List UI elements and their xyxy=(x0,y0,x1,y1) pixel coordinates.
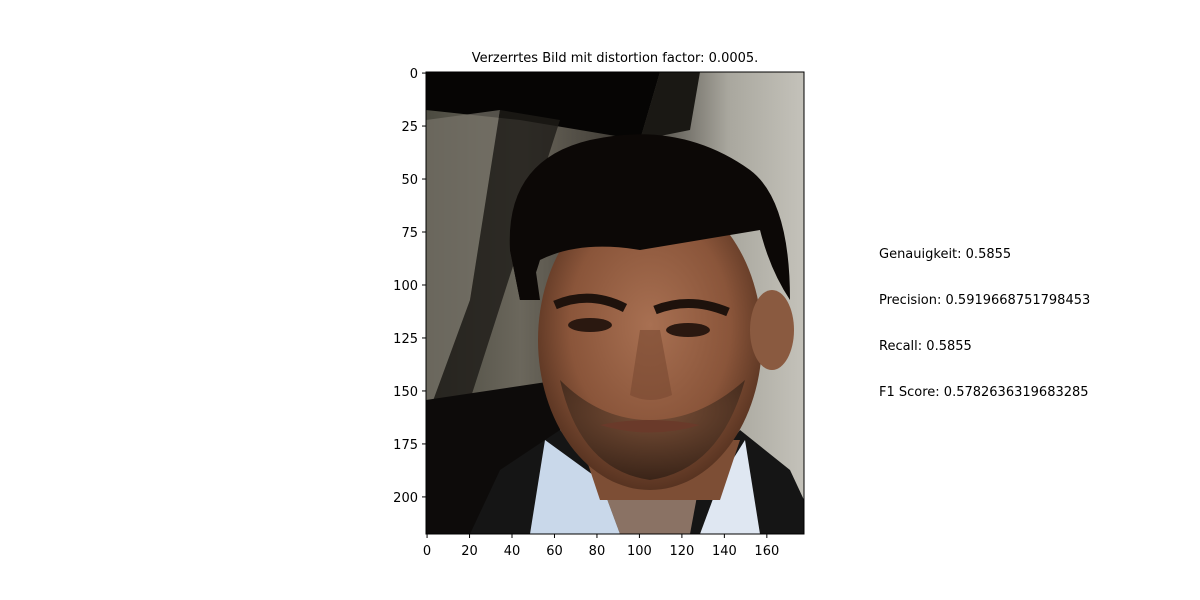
y-tick-label: 75 xyxy=(401,226,418,241)
y-tick-label: 50 xyxy=(401,173,418,188)
x-tick-label: 0 xyxy=(423,544,431,559)
y-tick-label: 25 xyxy=(401,120,418,135)
y-tick-label: 0 xyxy=(410,67,418,82)
axes-frame xyxy=(425,71,805,535)
x-axis-ticks: 0 20 40 60 80 100 120 140 160 xyxy=(423,534,779,559)
x-tick-label: 60 xyxy=(546,544,563,559)
y-tick-label: 200 xyxy=(393,491,418,506)
plot-title: Verzerrtes Bild mit distortion factor: 0… xyxy=(471,51,759,66)
x-tick-label: 120 xyxy=(669,544,694,559)
f1-score-metric: F1 Score: 0.5782636319683285 xyxy=(879,385,1089,400)
x-tick-label: 80 xyxy=(589,544,606,559)
portrait-image xyxy=(426,72,804,534)
x-tick-label: 160 xyxy=(754,544,779,559)
y-tick-label: 125 xyxy=(393,332,418,347)
recall-metric: Recall: 0.5855 xyxy=(879,339,972,354)
y-axis-ticks: 0 25 50 75 100 125 150 175 200 xyxy=(393,67,426,506)
x-tick-label: 20 xyxy=(461,544,478,559)
y-tick-label: 175 xyxy=(393,438,418,453)
precision-metric: Precision: 0.5919668751798453 xyxy=(879,293,1091,308)
x-tick-label: 140 xyxy=(712,544,737,559)
x-tick-label: 40 xyxy=(504,544,521,559)
accuracy-metric: Genauigkeit: 0.5855 xyxy=(879,247,1012,262)
x-tick-label: 100 xyxy=(627,544,652,559)
y-tick-label: 100 xyxy=(393,279,418,294)
y-tick-label: 150 xyxy=(393,385,418,400)
